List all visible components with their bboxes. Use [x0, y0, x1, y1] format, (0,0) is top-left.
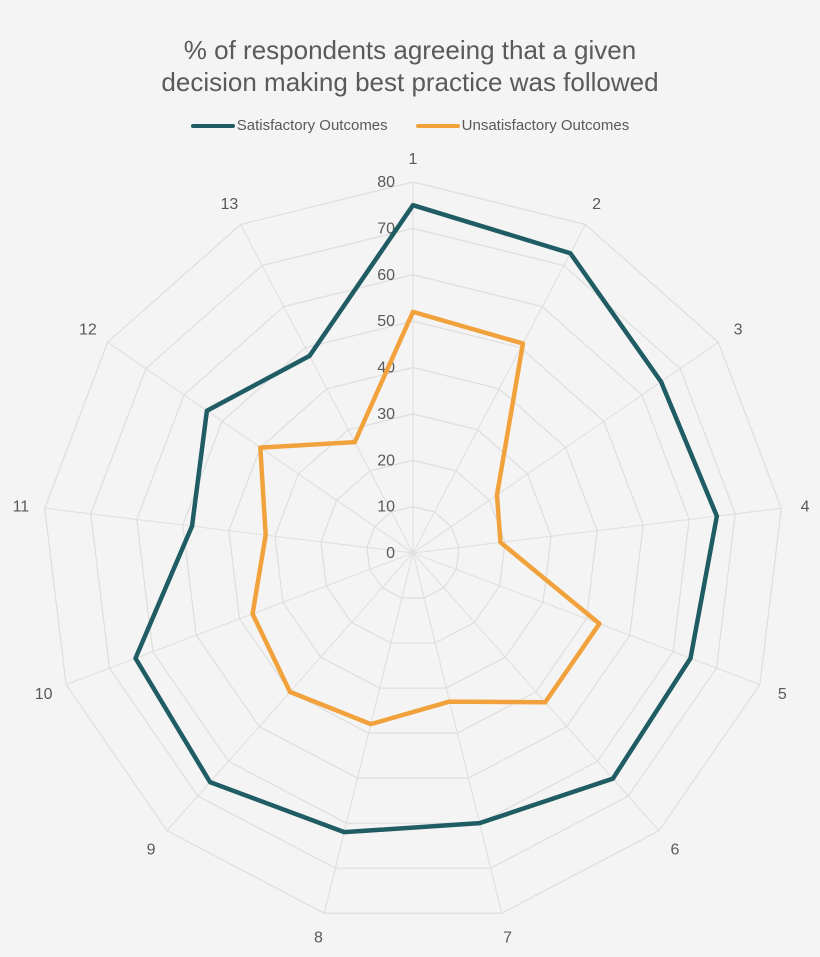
- grid-ring-70: [90, 227, 736, 869]
- category-label-8: 8: [314, 930, 323, 947]
- grid-ring-20: [320, 459, 506, 644]
- grid-ring-30: [274, 413, 552, 689]
- grid-ring-10: [366, 506, 460, 599]
- category-label-9: 9: [147, 842, 156, 859]
- category-label-6: 6: [670, 842, 679, 859]
- grid-ring-80: [44, 181, 782, 914]
- category-label-10: 10: [35, 686, 53, 703]
- r-tick-label: 80: [377, 174, 395, 191]
- series-satisfactory-line: [133, 202, 720, 835]
- r-tick-label: 30: [377, 406, 395, 423]
- chart-title-line-1: % of respondents agreeing that a given: [183, 35, 637, 65]
- category-label-5: 5: [778, 686, 787, 703]
- series-unsatisfactory-line: [250, 309, 602, 727]
- chart-title-line-2: decision making best practice was follow…: [161, 67, 659, 97]
- r-tick-label: 70: [377, 220, 395, 237]
- grid-ring-40: [228, 366, 598, 734]
- legend-label-satisfactory: Satisfactory Outcomes: [236, 117, 388, 134]
- category-label-11: 11: [13, 498, 30, 515]
- category-label-12: 12: [79, 322, 97, 339]
- category-label-3: 3: [734, 322, 743, 339]
- r-tick-label: 50: [377, 313, 395, 330]
- r-tick-label: 60: [377, 267, 395, 284]
- legend-swatch-satisfactory: [190, 123, 235, 128]
- category-label-4: 4: [801, 498, 810, 515]
- category-label-13: 13: [221, 196, 239, 213]
- legend-swatch-unsatisfactory: [415, 123, 460, 128]
- legend: Satisfactory Outcomes Unsatisfactory Out…: [0, 117, 820, 134]
- legend-label-unsatisfactory: Unsatisfactory Outcomes: [461, 117, 630, 134]
- legend-item-satisfactory: Satisfactory Outcomes: [190, 117, 388, 134]
- category-label-2: 2: [592, 196, 601, 213]
- grid-ring-50: [182, 320, 644, 779]
- category-label-1: 1: [409, 151, 418, 168]
- r-tick-label: 0: [386, 545, 395, 562]
- r-tick-label: 20: [377, 452, 395, 469]
- chart-title: % of respondents agreeing that a given d…: [0, 34, 820, 98]
- grid-ring-60: [136, 274, 690, 824]
- r-tick-label: 10: [377, 499, 395, 516]
- category-label-7: 7: [503, 930, 512, 947]
- legend-item-unsatisfactory: Unsatisfactory Outcomes: [415, 117, 630, 134]
